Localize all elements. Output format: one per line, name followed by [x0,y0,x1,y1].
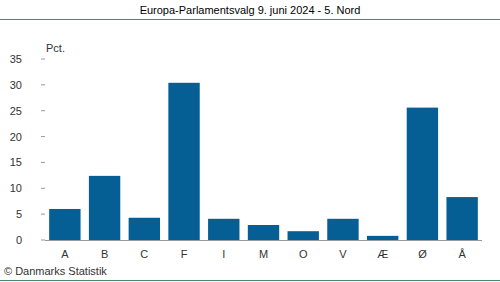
y-tick-label: 20 [10,131,22,143]
x-tick-label: M [259,248,268,260]
bar [89,176,120,240]
y-tick [41,59,45,60]
source: © Danmarks Statistik [4,265,107,277]
bars [49,83,478,240]
y-label: Pct. [46,42,65,54]
y-tick-label: 30 [10,79,22,91]
y-tick [41,162,45,163]
x-tick-label: O [299,248,308,260]
x-tick-label: C [140,248,148,260]
y-tick [41,110,45,111]
x-tick-label: I [222,248,225,260]
y-tick-label: 5 [16,208,22,220]
x-tick-label: V [339,248,347,260]
y-tick [41,240,45,241]
bar [168,83,199,240]
bar [288,231,319,240]
y-tick-label: 35 [10,53,22,65]
x-tick-label: B [101,248,108,260]
header-rule [0,19,500,20]
x-tick-label: Æ [377,248,388,260]
y-tick [41,214,45,215]
chart: Europa-Parlamentsvalg 9. juni 2024 - 5. … [0,0,500,282]
x-tick-label: F [181,248,188,260]
bar [208,219,239,240]
x-axis [45,240,482,241]
y-tick-label: 10 [10,182,22,194]
title: Europa-Parlamentsvalg 9. juni 2024 - 5. … [140,4,361,16]
y-tick [41,188,45,189]
x-tick-label: Ø [418,248,427,260]
y-tick-label: 25 [10,105,22,117]
y-tick [41,84,45,85]
x-tick-label: A [61,248,69,260]
x-tick-label: Å [458,248,466,260]
y-tick [41,136,45,137]
bar [327,219,358,240]
bar [248,225,279,240]
bar [367,236,398,240]
bar [446,197,477,240]
y-tick-label: 0 [16,234,22,246]
bar [49,209,80,240]
y-tick-label: 15 [10,156,22,168]
bar [407,108,438,240]
bar [129,218,160,240]
footer-rule [0,280,500,281]
